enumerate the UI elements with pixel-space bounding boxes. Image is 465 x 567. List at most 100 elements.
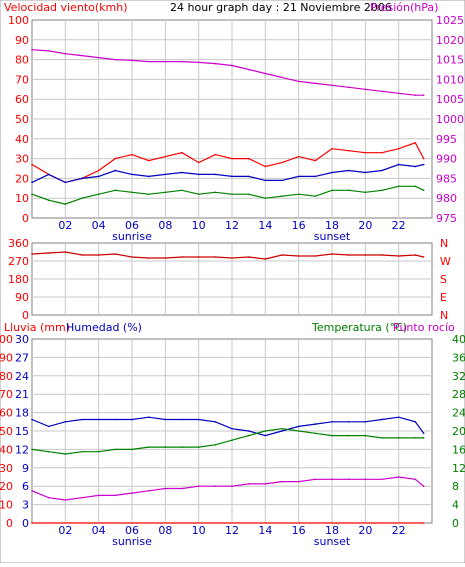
humidity-series-point: [64, 421, 67, 423]
wind-mean-series-point: [347, 169, 350, 172]
wind-mean-series-point: [247, 175, 250, 178]
wind-mean-series-point: [281, 179, 283, 182]
dewpoint-axis-label: Punto rocío: [393, 321, 455, 334]
wind-tick-label: 0: [22, 212, 29, 225]
temperature-series-point: [197, 446, 200, 448]
compass-tick-label: W: [440, 255, 451, 268]
temperature-series-point: [131, 448, 133, 451]
humidity-series-point: [97, 418, 100, 421]
temperature-tick-label: 28: [452, 388, 465, 401]
wind-tick-label: 20: [15, 172, 29, 185]
wind-mean-series-point: [97, 175, 100, 178]
wind-avg-series-point: [164, 191, 167, 194]
wind-gust-series-point: [422, 157, 425, 160]
pressure-series-point: [181, 60, 183, 63]
temperature-series-point: [364, 434, 367, 437]
humidity-series-point: [397, 416, 400, 419]
x-tick-label: 04: [92, 524, 106, 537]
rain-tick-label: 70: [0, 388, 13, 401]
wind-gust-series-point: [397, 147, 400, 150]
dewpoint-series-point: [347, 478, 350, 481]
pressure-tick-label: 1020: [436, 34, 464, 47]
dewpoint-series-point: [414, 478, 417, 481]
temperature-axis-label: Temperatura (°C): [311, 321, 407, 334]
temperature-series-point: [297, 430, 300, 432]
pressure-tick-label: 975: [436, 212, 457, 225]
wind-avg-series-point: [31, 193, 33, 196]
pressure-tick-label: 980: [436, 192, 457, 205]
x-tick-label: 06: [125, 219, 139, 232]
wind-mean-series-point: [181, 171, 183, 174]
direction-series-point: [164, 257, 167, 259]
x-tick-label: 14: [258, 524, 272, 537]
humidity-series-point: [347, 421, 350, 423]
pressure-tick-label: 1015: [436, 54, 464, 67]
direction-series-point: [114, 253, 117, 255]
dewpoint-series-point: [331, 478, 333, 481]
compass-tick-label: S: [440, 273, 447, 286]
temperature-series-point: [164, 446, 167, 448]
direction-series-point: [347, 254, 350, 256]
wind-avg-series-point: [64, 203, 67, 205]
pressure-tick-label: 1010: [436, 73, 464, 86]
wind-mean-series-point: [147, 175, 150, 178]
wind-avg-series-point: [114, 189, 117, 192]
pressure-tick-label: 990: [436, 153, 457, 166]
temperature-series-point: [264, 430, 267, 432]
wind-gust-series-point: [97, 169, 100, 172]
pressure-tick-label: 1025: [436, 14, 464, 27]
wind-tick-label: 30: [15, 153, 29, 166]
humidity-series-point: [47, 425, 50, 428]
temperature-tick-label: 12: [452, 462, 465, 475]
dewpoint-series-point: [231, 485, 233, 488]
dewpoint-series-point: [364, 478, 367, 481]
humidity-series-point: [231, 427, 233, 430]
wind-mean-series-point: [47, 173, 50, 176]
x-tick-label: 22: [392, 219, 406, 232]
direction-series-point: [297, 255, 300, 257]
pressure-series-point: [414, 94, 417, 97]
pressure-tick-label: 1005: [436, 93, 464, 106]
direction-series-point: [397, 255, 400, 257]
wind-avg-series-point: [422, 189, 425, 192]
rain-tick-label: 30: [0, 462, 13, 475]
dewpoint-series-point: [114, 494, 117, 497]
pressure-series-point: [264, 72, 267, 75]
wind-gust-series-point: [197, 161, 200, 164]
wind-avg-series-point: [214, 191, 217, 194]
humidity-axis-label: Humedad (%): [66, 321, 142, 334]
temperature-series-point: [31, 448, 33, 451]
humidity-series-point: [381, 418, 383, 421]
direction-tick-label: 180: [8, 273, 29, 286]
wind-mean-series-point: [381, 169, 383, 172]
humidity-series-point: [147, 416, 150, 419]
x-tick-label: 20: [358, 524, 372, 537]
rain-tick-label: 90: [0, 351, 13, 364]
temperature-series-point: [347, 434, 350, 437]
direction-series-point: [214, 256, 217, 258]
wind-gust-series-point: [414, 141, 417, 144]
wind-gust-series-point: [314, 159, 317, 162]
dewpoint-series-point: [164, 487, 167, 490]
wind-gust-series-point: [147, 159, 150, 162]
wind-gust-series-point: [164, 155, 167, 158]
x-tick-label: 08: [158, 219, 172, 232]
graph-panels: 0102030405060708090100975980985990995100…: [0, 14, 465, 548]
direction-series-point: [47, 252, 50, 254]
wind-tick-label: 50: [15, 113, 29, 126]
wind-avg-series-point: [397, 185, 400, 188]
humidity-series-point: [164, 418, 167, 421]
humidity-tick-label: 24: [15, 370, 29, 383]
direction-series-point: [381, 254, 383, 256]
humidity-series-point: [31, 418, 33, 421]
direction-series-point: [331, 253, 333, 255]
temperature-tick-label: 32: [452, 370, 465, 383]
temperature-series-point: [231, 439, 233, 442]
graph-title: 24 hour graph day : 21 Noviembre 2006: [170, 1, 392, 14]
wind-avg-series-point: [364, 191, 367, 194]
temperature-series-point: [247, 434, 250, 437]
wind-gust-series-point: [264, 165, 267, 168]
pressure-series-point: [47, 50, 50, 52]
humidity-tick-label: 12: [15, 443, 29, 456]
